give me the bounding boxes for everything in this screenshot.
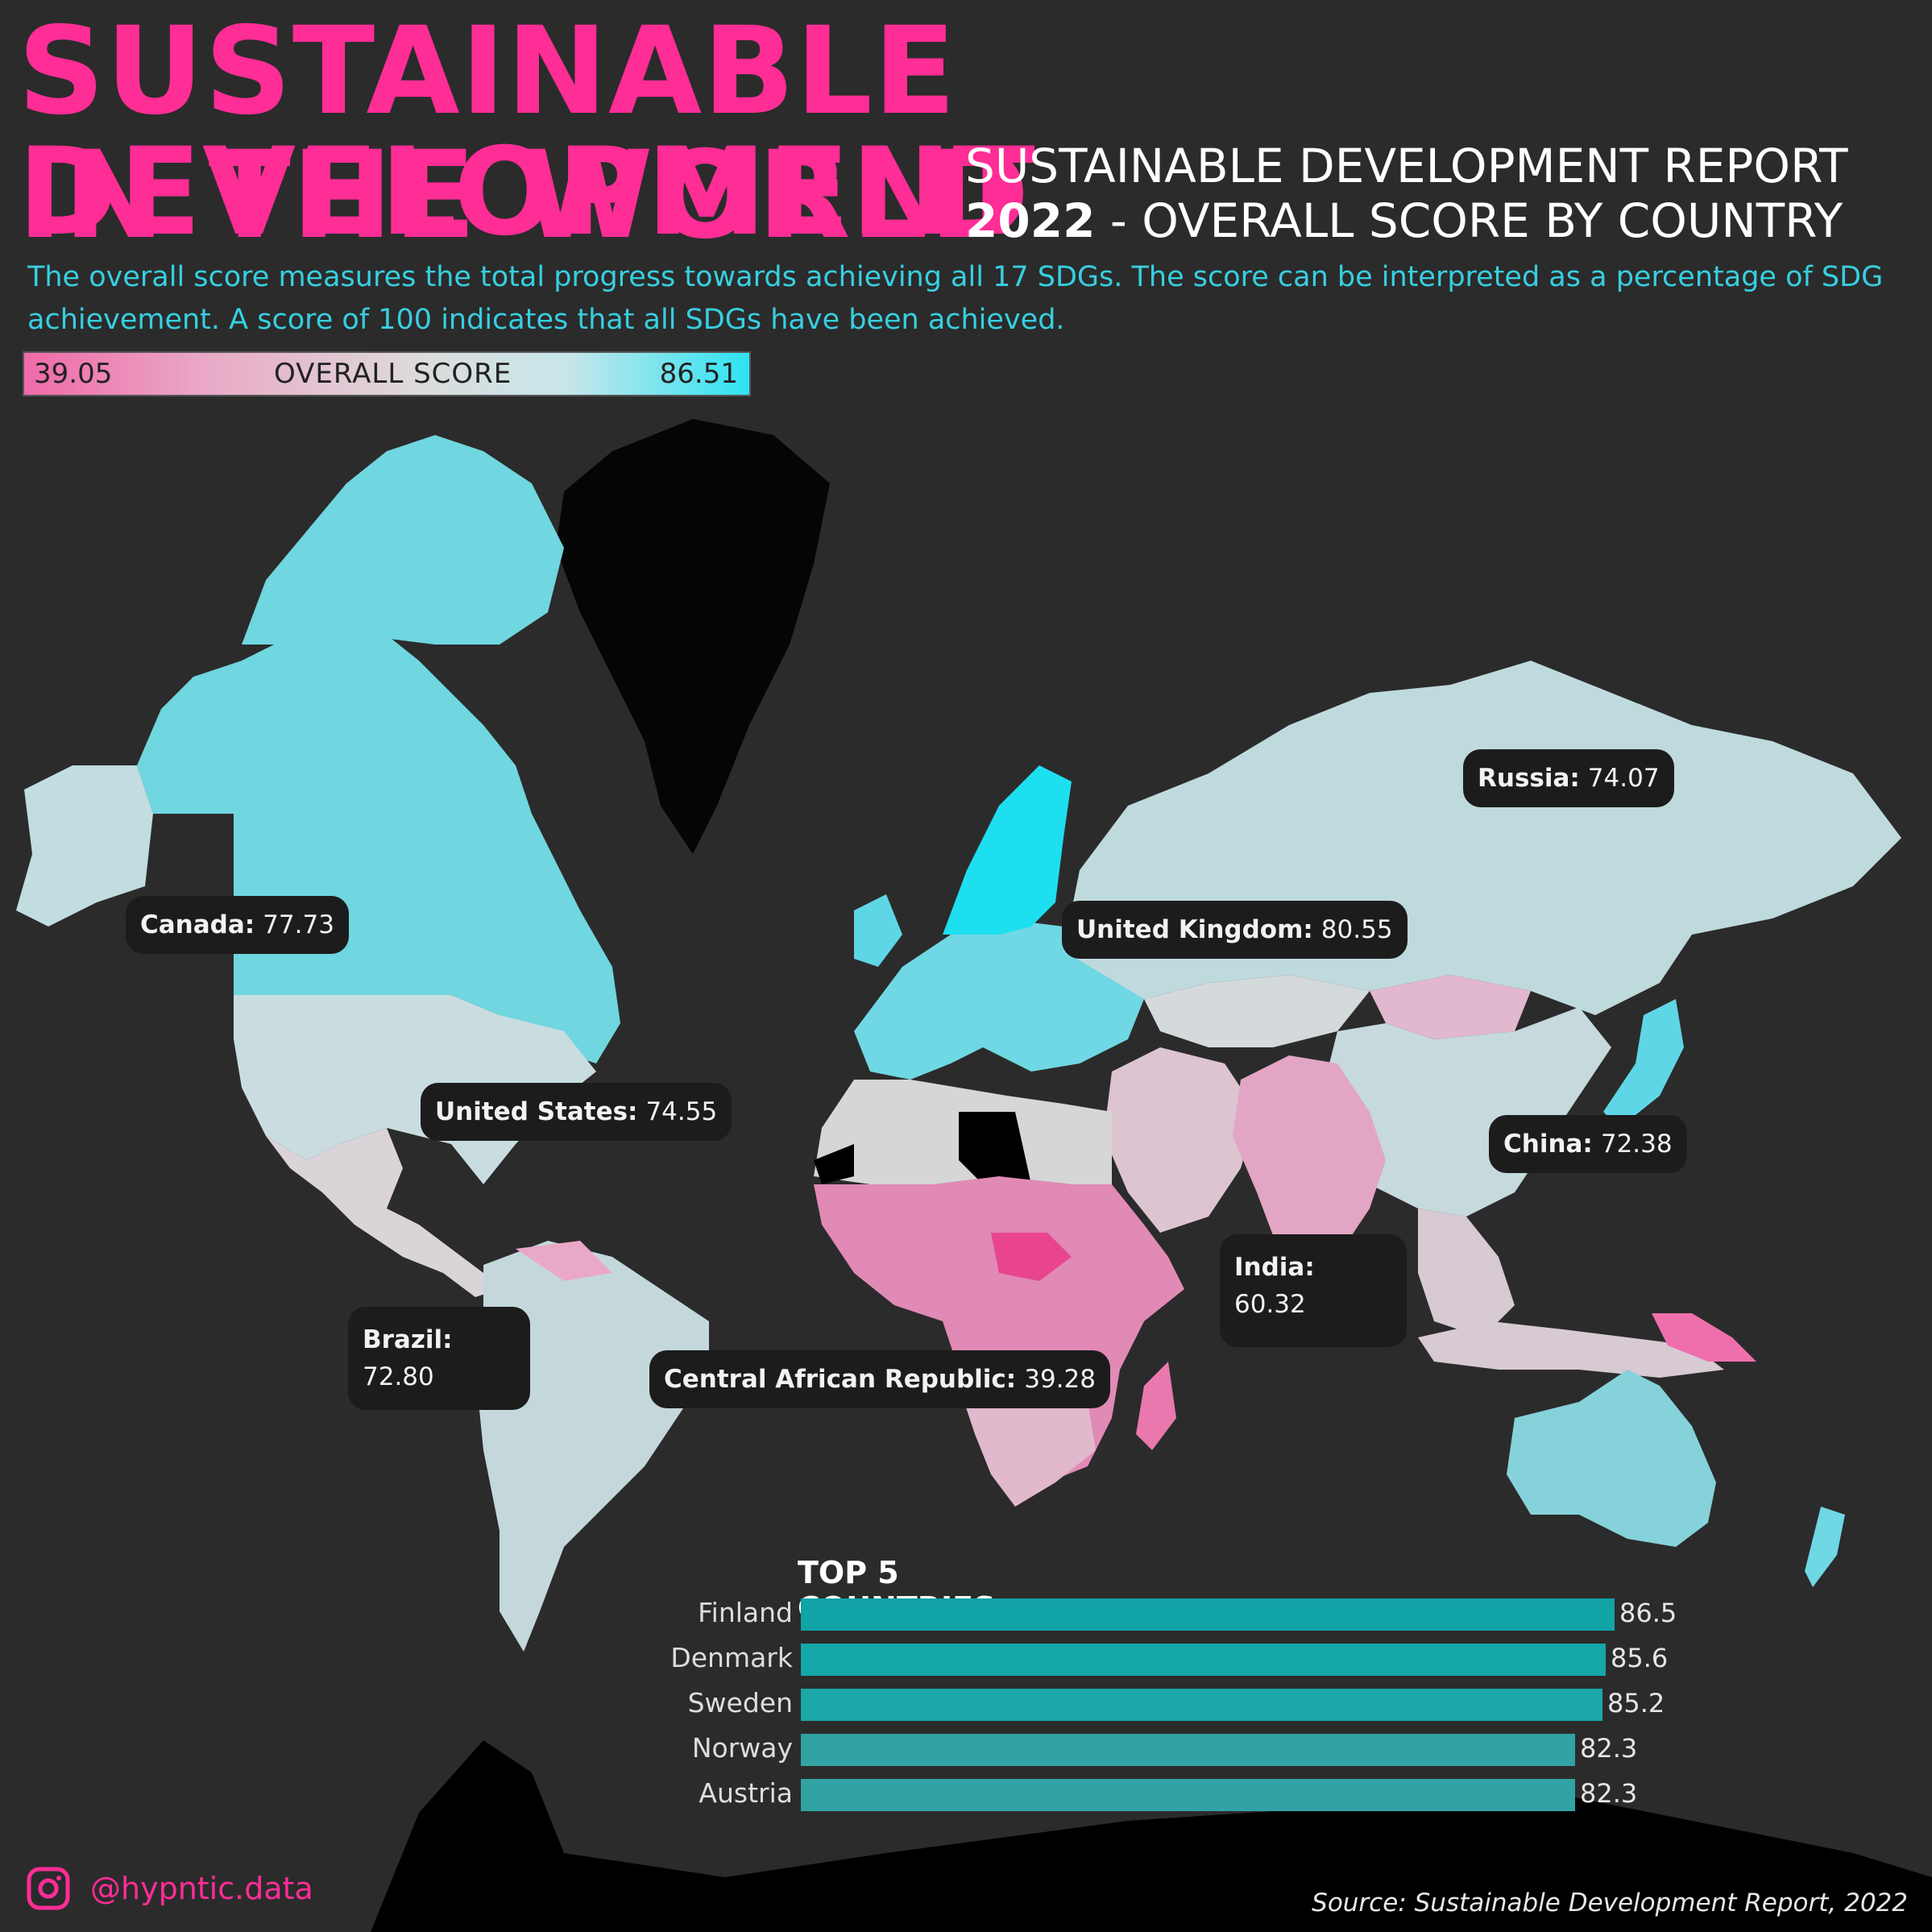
callout-united-kingdom: United Kingdom: 80.55 — [1062, 901, 1408, 959]
region-western-sahara[interactable] — [814, 1144, 854, 1184]
callout-united-states: United States: 74.55 — [421, 1083, 732, 1141]
description: The overall score measures the total pro… — [27, 261, 1884, 336]
callout-china: China: 72.38 — [1489, 1115, 1687, 1173]
bar-value-sweden: 85.2 — [1607, 1688, 1665, 1718]
region-mongolia[interactable] — [1370, 975, 1531, 1039]
bar-finland[interactable] — [801, 1598, 1615, 1631]
callout-india: India: 60.32 — [1220, 1234, 1407, 1347]
bar-value-austria: 82.3 — [1580, 1778, 1638, 1809]
region-middle-east[interactable] — [1104, 1047, 1257, 1233]
region-sub-saharan-africa[interactable] — [814, 1176, 1184, 1499]
legend-max: 86.51 — [659, 358, 738, 390]
region-mexico-central-america[interactable] — [266, 1128, 500, 1297]
bar-austria[interactable] — [801, 1779, 1575, 1811]
region-russia[interactable] — [1063, 661, 1901, 1015]
region-central-african-republic[interactable] — [991, 1233, 1072, 1281]
legend-min: 39.05 — [34, 358, 113, 390]
subtitle-rest: - OVERALL SCORE BY COUNTRY — [1095, 193, 1843, 248]
bar-value-norway: 82.3 — [1580, 1733, 1638, 1764]
bar-sweden[interactable] — [801, 1689, 1602, 1721]
bar-denmark[interactable] — [801, 1644, 1606, 1676]
title-line2: IN THE WORLD — [18, 126, 1030, 266]
region-new-zealand[interactable] — [1805, 1507, 1845, 1587]
callout-canada: Canada: 77.73 — [126, 896, 349, 954]
source-note: Source: Sustainable Development Report, … — [1312, 1888, 1908, 1917]
region-china[interactable] — [1321, 1007, 1611, 1217]
region-antarctica[interactable] — [371, 1740, 1932, 1932]
bar-value-denmark: 85.6 — [1611, 1643, 1669, 1673]
region-japan-korea[interactable] — [1603, 999, 1684, 1128]
bar-norway[interactable] — [801, 1734, 1575, 1766]
region-central-asia[interactable] — [1144, 975, 1370, 1047]
region-europe[interactable] — [854, 918, 1144, 1080]
bar-label-sweden: Sweden — [687, 1687, 793, 1718]
score-legend: 39.05 OVERALL SCORE 86.51 — [23, 351, 751, 396]
instagram-handle[interactable]: @hypntic.data — [27, 1867, 313, 1910]
callout-central-african-republic: Central African Republic: 39.28 — [649, 1350, 1110, 1408]
callout-brazil: Brazil: 72.80 — [348, 1307, 530, 1410]
handle-text: @hypntic.data — [90, 1871, 313, 1906]
region-uk[interactable] — [854, 894, 902, 967]
region-madagascar[interactable] — [1136, 1362, 1176, 1450]
region-indonesia[interactable] — [1418, 1321, 1724, 1378]
bar-label-finland: Finland — [698, 1597, 793, 1628]
region-venezuela[interactable] — [516, 1241, 612, 1281]
region-southeast-asia[interactable] — [1418, 1209, 1515, 1337]
subtitle-year: 2022 — [965, 193, 1096, 248]
title-line1: SUSTAINABLE DEVELOPMENT — [18, 2, 1036, 263]
region-nordics[interactable] — [943, 765, 1072, 935]
instagram-icon — [27, 1867, 70, 1910]
region-south-america[interactable] — [475, 1241, 709, 1652]
world-map — [16, 419, 1932, 1932]
subtitle-line2: 2022 - OVERALL SCORE BY COUNTRY — [965, 193, 1848, 248]
region-canada-islands[interactable] — [242, 435, 564, 645]
bar-value-finland: 86.5 — [1619, 1598, 1677, 1628]
region-libya[interactable] — [959, 1112, 1031, 1184]
bar-label-austria: Austria — [699, 1777, 793, 1809]
callout-russia: Russia: 74.07 — [1463, 749, 1674, 807]
region-india-south-asia[interactable] — [1233, 1055, 1386, 1305]
region-greenland[interactable] — [556, 419, 830, 854]
bar-label-denmark: Denmark — [670, 1642, 793, 1673]
region-papua[interactable] — [1652, 1313, 1756, 1362]
bar-label-norway: Norway — [691, 1732, 793, 1764]
region-alaska[interactable] — [16, 765, 153, 927]
region-australia[interactable] — [1507, 1370, 1716, 1547]
subtitle: SUSTAINABLE DEVELOPMENT REPORT 2022 - OV… — [965, 139, 1848, 248]
legend-label: OVERALL SCORE — [274, 358, 512, 390]
subtitle-line1: SUSTAINABLE DEVELOPMENT REPORT — [965, 139, 1848, 193]
region-southern-africa[interactable] — [959, 1386, 1096, 1507]
